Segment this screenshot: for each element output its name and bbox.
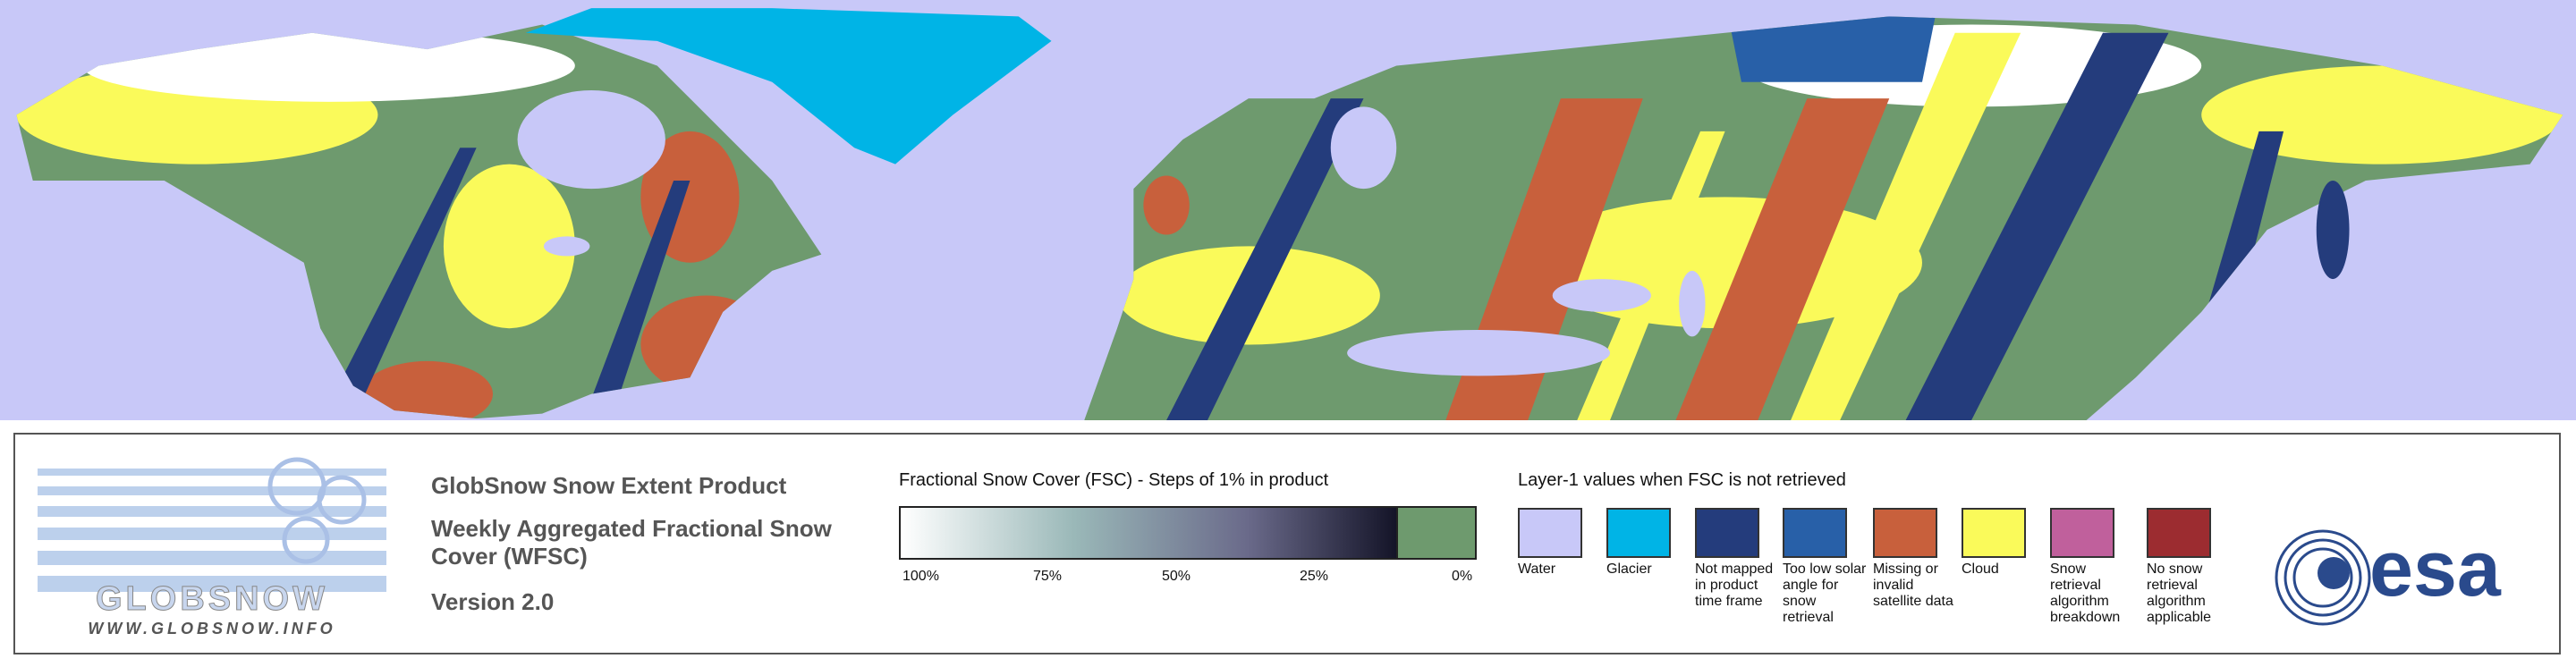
layer1-swatch xyxy=(2147,508,2211,558)
legend-panel: GLOBSNOW WWW.GLOBSNOW.INFO GlobSnow Snow… xyxy=(13,433,2561,654)
product-title: GlobSnow Snow Extent Product xyxy=(431,472,787,499)
fsc-gradient xyxy=(899,506,1398,560)
japan xyxy=(2316,180,2350,280)
fsc-title: Fractional Snow Cover (FSC) - Steps of 1… xyxy=(899,470,1329,490)
product-version: Version 2.0 xyxy=(431,588,555,615)
layer1-label: Cloud xyxy=(1962,561,1999,577)
layer1-swatch xyxy=(1873,508,1937,558)
esa-logo: esa xyxy=(2275,524,2502,626)
fsc-zero-swatch xyxy=(1398,506,1477,560)
esa-text: esa xyxy=(2369,524,2502,612)
globsnow-logo: GLOBSNOW WWW.GLOBSNOW.INFO xyxy=(38,457,386,637)
greenland xyxy=(525,8,1052,165)
layer1-label: Water xyxy=(1518,561,1556,577)
layer1-swatch xyxy=(1783,508,1847,558)
fsc-label: 50% xyxy=(1162,569,1191,584)
layer1-title: Layer-1 values when FSC is not retrieved xyxy=(1518,470,1846,490)
layer1-swatch xyxy=(1606,508,1671,558)
layer1-label: Not mapped in product time frame xyxy=(1695,561,1774,609)
snow-map xyxy=(0,0,2576,420)
layer1-label: No snow retrieval algorithm applicable xyxy=(2147,561,2212,625)
product-subtitle: Weekly Aggregated Fractional Snow Cover … xyxy=(431,515,832,570)
fsc-label: 100% xyxy=(902,569,939,584)
layer1-label: Missing or invalid satellite data xyxy=(1873,561,1953,609)
layer1-swatch xyxy=(1518,508,1582,558)
fsc-label: 25% xyxy=(1300,569,1329,584)
fsc-label: 0% xyxy=(1452,569,1473,584)
layer1-swatch xyxy=(1695,508,1759,558)
logo-name: GLOBSNOW xyxy=(96,580,328,618)
fsc-label: 75% xyxy=(1033,569,1063,584)
logo-url: WWW.GLOBSNOW.INFO xyxy=(88,620,335,637)
layer1-swatch xyxy=(1962,508,2026,558)
layer1-label: Too low solar angle for snow retrieval xyxy=(1783,561,1867,625)
layer1-swatch xyxy=(2050,508,2114,558)
layer1-label: Snow retrieval algorithm breakdown xyxy=(2050,561,2121,625)
layer1-label: Glacier xyxy=(1606,561,1652,577)
british-isles xyxy=(1143,175,1190,235)
